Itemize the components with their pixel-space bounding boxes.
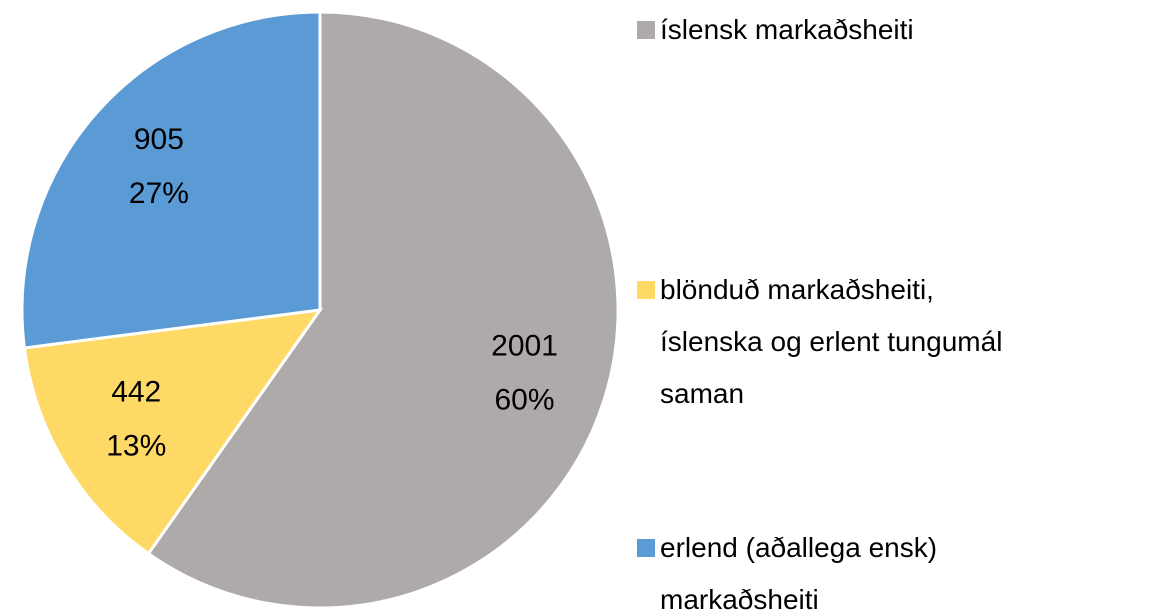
data-label-value: 2001 <box>491 330 558 363</box>
legend-item: blönduð markaðsheiti, íslenska og erlent… <box>637 264 1022 420</box>
data-label-value: 905 <box>134 123 184 156</box>
legend-label: blönduð markaðsheiti, íslenska og erlent… <box>660 274 1003 409</box>
legend-item: íslensk markaðsheiti <box>637 4 1022 56</box>
pie-slice <box>22 308 324 556</box>
data-label-percent: 60% <box>495 384 555 417</box>
legend-label: erlend (aðallega ensk) markaðsheiti <box>660 532 938 615</box>
legend-item: erlend (aðallega ensk) markaðsheiti <box>637 522 1022 616</box>
data-label-percent: 27% <box>129 177 189 210</box>
pie-slice <box>20 10 322 350</box>
pie-slice <box>146 10 620 610</box>
legend-swatch <box>637 539 655 557</box>
legend-label: íslensk markaðsheiti <box>660 14 914 45</box>
legend-swatch <box>637 21 655 39</box>
data-label-percent: 13% <box>106 430 166 463</box>
data-label-value: 442 <box>111 376 161 409</box>
legend-swatch <box>637 281 655 299</box>
